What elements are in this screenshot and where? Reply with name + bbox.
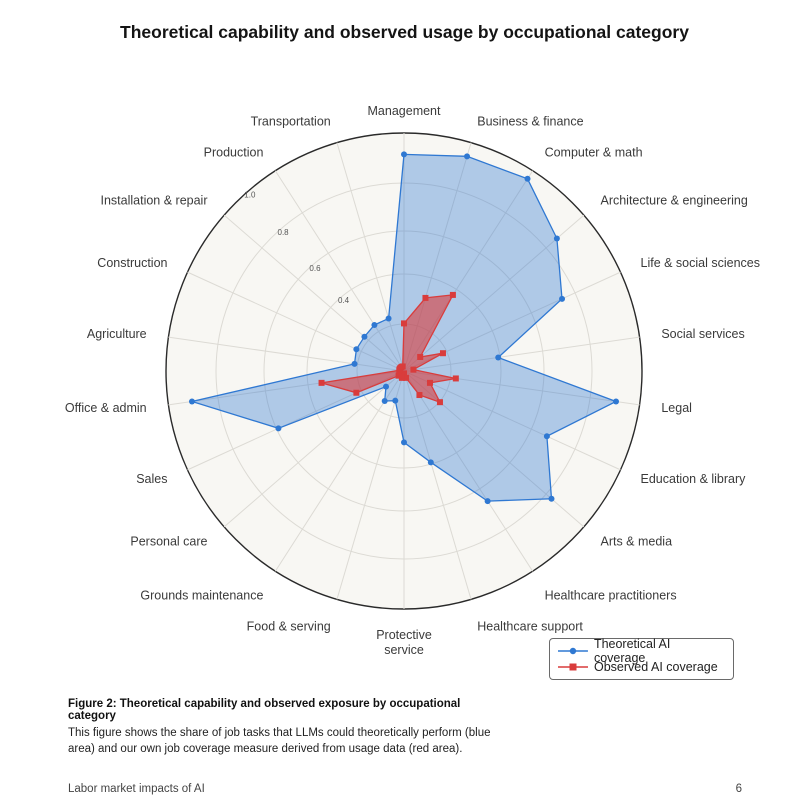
legend-item-observed: Observed AI coverage — [558, 659, 725, 675]
grid-spoke — [187, 271, 405, 372]
category-label: Protective service — [376, 628, 432, 657]
r-tick-label: 1.0 — [244, 191, 256, 200]
category-label: Healthcare practitioners — [545, 589, 677, 603]
grid-spoke — [274, 370, 405, 572]
chart-title: Theoretical capability and observed usag… — [120, 22, 689, 42]
data-point — [401, 439, 407, 446]
category-label: Legal — [661, 401, 692, 415]
grid-spoke — [403, 214, 585, 372]
series-layer — [188, 151, 620, 505]
data-point — [385, 315, 392, 322]
grid-spoke — [403, 336, 640, 372]
data-point — [495, 354, 502, 361]
category-label: Social services — [661, 327, 744, 341]
data-point — [422, 294, 429, 301]
data-point — [553, 235, 560, 242]
data-point — [383, 383, 390, 390]
category-label: Grounds maintenance — [140, 589, 263, 603]
data-point — [361, 333, 368, 340]
data-point — [188, 398, 195, 405]
grid-spoke — [223, 214, 405, 372]
category-label: Education & library — [641, 472, 747, 486]
data-point — [439, 350, 446, 357]
data-point — [318, 379, 325, 386]
data-point — [351, 360, 358, 367]
data-point — [484, 498, 491, 505]
grid-spoke — [336, 370, 405, 600]
grid-spoke — [403, 370, 534, 572]
grid-spoke — [168, 336, 405, 372]
category-label: Transportation — [251, 115, 331, 129]
grid-spoke — [403, 370, 621, 471]
data-point — [395, 372, 402, 379]
caption-title: Figure 2: Theoretical capability and obs… — [68, 698, 461, 722]
figure-caption: Figure 2: Theoretical capability and obs… — [68, 698, 508, 757]
legend-swatch-theoretical — [558, 647, 588, 655]
data-point — [543, 433, 550, 440]
grid-spoke — [403, 370, 472, 600]
data-point — [427, 459, 434, 466]
category-label: Architecture & engineering — [600, 194, 747, 208]
data-point — [464, 153, 471, 160]
data-point — [353, 346, 360, 353]
category-label: Management — [368, 104, 441, 118]
category-label: Business & finance — [477, 115, 583, 129]
legend-swatch-observed — [558, 663, 588, 671]
category-labels: Management Business & finance Computer & m… — [65, 104, 760, 657]
r-tick-label: 0.8 — [278, 228, 290, 237]
data-point — [401, 320, 407, 327]
grid-spoke — [274, 170, 405, 372]
caption-body: This figure shows the share of job tasks… — [68, 727, 491, 755]
legend: Theoretical AI coverage Observed AI cove… — [549, 637, 734, 680]
category-label: Arts & media — [600, 534, 672, 548]
data-point — [275, 425, 282, 432]
page-number: 6 — [735, 783, 742, 795]
category-label: Life & social sciences — [641, 256, 761, 270]
data-point — [401, 151, 407, 158]
data-point — [452, 375, 459, 382]
legend-label-observed: Observed AI coverage — [594, 660, 718, 674]
data-point — [613, 398, 620, 405]
category-label: Construction — [97, 256, 167, 270]
data-point — [436, 399, 443, 406]
category-label: Production — [204, 145, 264, 159]
category-label: Installation & repair — [100, 194, 207, 208]
r-tick-label: 0.4 — [338, 296, 350, 305]
category-label: Sales — [136, 472, 167, 486]
r-tick-label: 0.6 — [309, 264, 321, 273]
data-point — [371, 321, 378, 328]
data-point — [399, 363, 406, 370]
category-label: Food & serving — [247, 619, 331, 633]
data-point — [392, 397, 399, 404]
category-label: Office & admin — [65, 401, 147, 415]
data-point — [381, 398, 388, 405]
data-point — [417, 353, 424, 360]
radial-tick-labels: 0.4 0.6 0.8 1.0 — [244, 191, 349, 305]
category-label: Healthcare support — [477, 619, 583, 633]
data-point — [449, 291, 456, 298]
category-label: Personal care — [130, 534, 207, 548]
data-point — [410, 366, 417, 373]
footer-title: Labor market impacts of AI — [68, 783, 205, 795]
data-point — [559, 295, 566, 302]
legend-item-theoretical: Theoretical AI coverage — [558, 637, 725, 665]
legend-label-theoretical: Theoretical AI coverage — [593, 637, 671, 665]
data-point — [353, 389, 360, 396]
grid-spoke — [336, 142, 405, 372]
category-label: Computer & math — [545, 145, 643, 159]
data-point — [416, 392, 423, 399]
data-point — [426, 379, 433, 386]
category-label: Agriculture — [87, 327, 147, 341]
data-point — [524, 175, 531, 182]
data-point — [403, 374, 410, 381]
data-point — [548, 495, 555, 502]
grid-spoke — [223, 370, 405, 528]
series-observed — [318, 291, 459, 406]
